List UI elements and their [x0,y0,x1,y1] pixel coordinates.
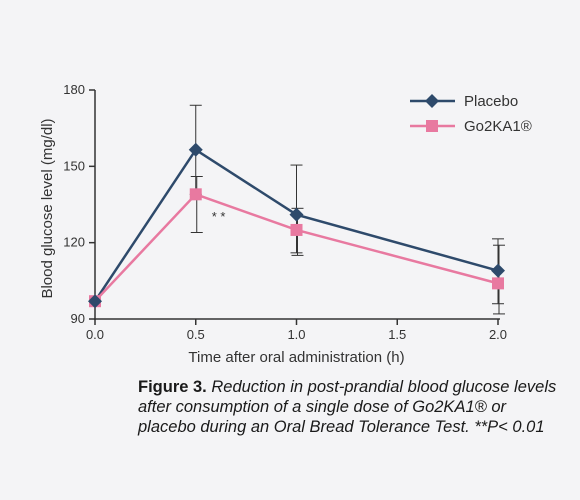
data-point [491,263,505,278]
y-tick-label: 150 [63,158,85,173]
y-tick-label: 90 [71,311,85,326]
x-tick-label: 2.0 [489,327,507,342]
legend-label: Placebo [464,93,518,110]
y-axis-label: Blood glucose level (mg/dl) [39,118,56,298]
y-tick-label: 120 [63,235,85,250]
data-point [289,207,304,222]
figure-label: Figure 3. [138,378,207,396]
legend-label: Go2KA1® [464,118,532,135]
x-tick-label: 0.5 [187,327,205,342]
significance-annotation: * * [212,209,226,224]
line-chart: 90 120 150 180 0.0 0.5 1.0 1.5 2.0 Time after ora… [39,82,532,366]
series-line-1 [94,192,499,303]
data-point [188,142,203,157]
x-tick-label: 0.0 [86,327,104,342]
legend-marker [426,120,438,132]
series-line-0 [93,148,499,302]
y-tick-label: 180 [63,82,85,97]
figure-caption-text: Reduction in post-prandial blood glucose… [138,378,557,436]
data-point [189,188,202,201]
data-point [88,294,102,309]
x-tick-label: 1.0 [287,327,305,342]
legend-marker [425,94,439,108]
x-tick-label: 1.5 [388,327,406,342]
figure-caption: Figure 3. Reduction in post-prandial blo… [138,377,558,437]
data-point [290,223,303,236]
data-point [492,277,504,290]
x-axis-label: Time after oral administration (h) [188,349,404,366]
